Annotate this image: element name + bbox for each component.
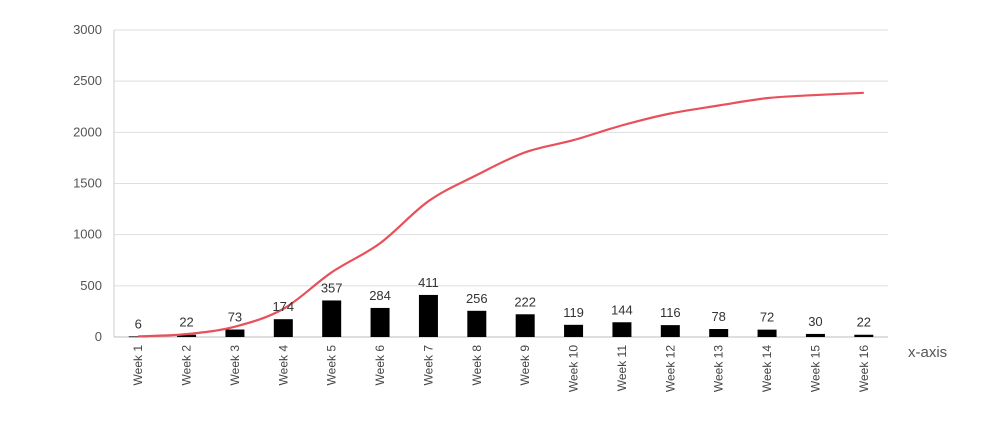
- x-tick-label: Week 8: [470, 345, 484, 386]
- x-axis: Week 1 Week 2 Week 3 Week 4 Week 5 Week 6 Week…: [131, 345, 871, 392]
- data-label: 144: [611, 302, 633, 317]
- x-tick-label: Week 15: [808, 345, 822, 392]
- data-label: 222: [514, 294, 536, 309]
- data-label: 22: [857, 315, 871, 330]
- y-axis: 0 500 1000 1500 2000 2500 3000: [73, 22, 115, 344]
- data-label: 119: [563, 305, 584, 320]
- x-tick-label: Week 7: [421, 345, 435, 386]
- y-tick-label: 2500: [73, 73, 102, 88]
- data-label: 72: [760, 310, 774, 325]
- data-label: 78: [711, 309, 725, 324]
- bar: [273, 319, 293, 337]
- bar: [225, 329, 245, 337]
- data-label: 6: [135, 316, 142, 331]
- x-tick-label: Week 4: [276, 345, 290, 386]
- x-axis-label: x-axis: [908, 344, 947, 361]
- bar: [515, 314, 535, 337]
- data-label: 73: [228, 310, 242, 325]
- bar: [805, 333, 825, 337]
- grid: [114, 29, 888, 338]
- data-label: 30: [808, 314, 822, 329]
- y-tick-label: 3000: [73, 22, 102, 37]
- data-label: 256: [466, 291, 488, 306]
- x-tick-label: Week 11: [615, 345, 629, 392]
- x-tick-label: Week 6: [373, 345, 387, 386]
- cumulative-line: [138, 91, 864, 338]
- bar: [564, 324, 584, 337]
- y-tick-label: 2000: [73, 124, 102, 139]
- bar: [370, 307, 390, 337]
- x-tick-label: Week 1: [131, 345, 145, 386]
- bar: [854, 334, 874, 337]
- bar: [322, 300, 342, 337]
- y-tick-label: 1000: [73, 227, 102, 242]
- data-label: 411: [418, 275, 439, 290]
- x-tick-label: Week 16: [857, 345, 871, 392]
- y-tick-label: 500: [80, 278, 102, 293]
- y-tick-label: 1500: [73, 176, 102, 191]
- bar-series: [128, 294, 874, 338]
- bar: [757, 329, 777, 337]
- data-label: 357: [321, 280, 343, 295]
- x-tick-label: Week 12: [663, 345, 677, 392]
- bar: [467, 310, 487, 337]
- data-label: 284: [369, 288, 391, 303]
- x-tick-label: Week 3: [228, 345, 242, 386]
- bar: [418, 294, 438, 337]
- data-labels: 6 22 73 174 357 284 411 256 222 119 144 116 78 72 30 22: [135, 275, 871, 331]
- bar: [709, 329, 729, 337]
- data-label: 174: [272, 299, 294, 314]
- bar: [660, 325, 680, 337]
- line-series: [138, 91, 864, 338]
- bar: [128, 336, 148, 338]
- y-tick-label: 0: [95, 329, 102, 344]
- x-tick-label: Week 9: [518, 345, 532, 386]
- x-tick-label: Week 13: [712, 345, 726, 392]
- bar: [612, 322, 632, 337]
- data-label: 116: [660, 305, 681, 320]
- bar: [177, 334, 197, 337]
- x-tick-label: Week 2: [180, 345, 194, 386]
- data-label: 22: [179, 315, 193, 330]
- x-tick-label: Week 14: [760, 345, 774, 392]
- x-tick-label: Week 10: [567, 345, 581, 392]
- x-tick-label: Week 5: [325, 345, 339, 386]
